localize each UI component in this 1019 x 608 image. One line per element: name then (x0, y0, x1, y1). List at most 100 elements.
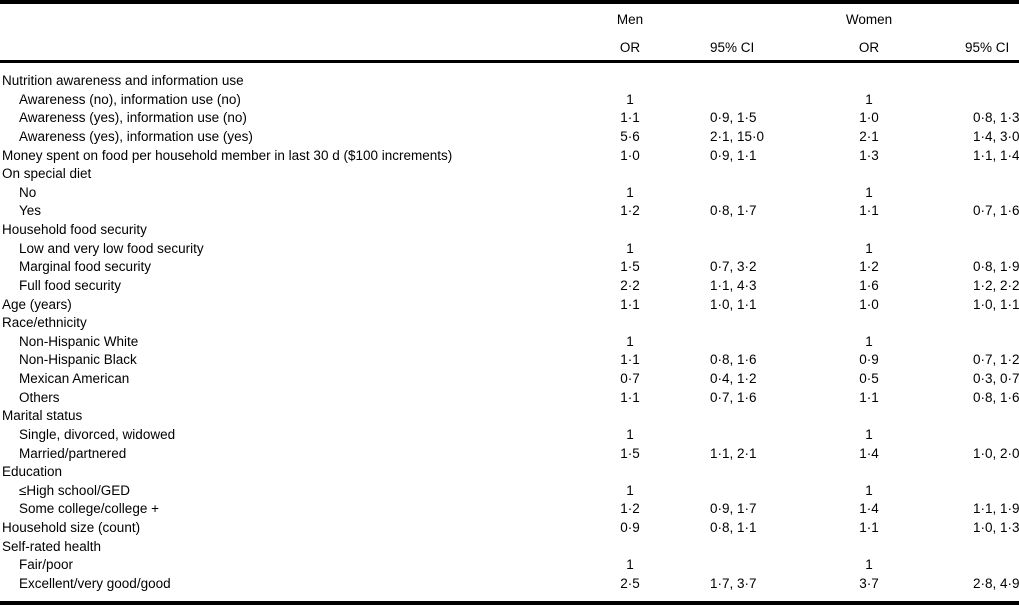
ci-value-women: 0·8, 1·9 (973, 259, 1019, 275)
or-value-men: 1 (626, 91, 634, 107)
table-top-rule (0, 0, 1019, 4)
ci-value-women: 1·2, 2·2 (973, 277, 1019, 293)
row-label: Excellent/very good/good (19, 575, 171, 591)
or-value-women: 1·3 (859, 147, 879, 163)
row-label: Non-Hispanic White (19, 333, 139, 349)
ci-value-men (648, 482, 839, 501)
or-value-women: 1 (865, 482, 873, 498)
or-value-men (612, 72, 648, 91)
ci-value-men (648, 556, 839, 575)
row-label: Low and very low food security (19, 240, 204, 256)
or-value-women: 1 (865, 333, 873, 349)
table-row: Marital status (0, 407, 1019, 426)
or-value-men (612, 165, 648, 184)
ci-value-men: 0·4, 1·2 (710, 371, 757, 386)
or-value-women: 1·0 (859, 110, 879, 126)
or-value-women (839, 72, 899, 91)
table-row: Mexican American 0·7 0·4, 1·2 0·5 0·3, 0… (0, 370, 1019, 389)
ci-value-men: 1·0, 1·1 (710, 296, 757, 312)
row-label: Marital status (2, 408, 83, 424)
table-row: Awareness (yes), information use (no) 1·… (0, 109, 1019, 128)
ci-value-women: 1·4, 3·0 (973, 128, 1019, 144)
ci-value-women: 0·7, 1·6 (973, 203, 1019, 219)
ci-value-women: 1·0, 2·0 (973, 445, 1019, 461)
row-label: Awareness (yes), information use (no) (19, 110, 247, 126)
row-label: Fair/poor (19, 557, 74, 573)
or-value-women: 1·6 (859, 277, 879, 293)
or-value-men: 1·1 (620, 389, 640, 405)
table-group-header-row: Men Women (0, 4, 1019, 34)
or-value-women: 1·1 (859, 389, 879, 405)
ci-value-women (899, 91, 1019, 110)
or-value-women: 0·9 (859, 352, 879, 368)
or-value-men: 0·7 (620, 371, 640, 386)
ci-value-men (648, 91, 839, 110)
ci-value-men: 0·8, 1·1 (710, 520, 757, 535)
ci-value-women (899, 538, 1019, 557)
col-group-men: Men (616, 11, 644, 27)
table-body: Nutrition awareness and information use … (0, 72, 1019, 594)
row-label: Single, divorced, widowed (19, 426, 176, 442)
ci-value-women: 2·8, 4·9 (973, 575, 1019, 591)
col-group-women: Women (845, 11, 893, 27)
ci-value-women (899, 407, 1019, 426)
or-value-women: 3·7 (859, 575, 879, 591)
table-row: Race/ethnicity (0, 314, 1019, 333)
ci-value-women (899, 482, 1019, 501)
ci-value-men (648, 221, 839, 240)
ci-value-men (648, 426, 839, 445)
or-value-men (612, 407, 648, 426)
or-value-men: 1·1 (620, 110, 640, 126)
ci-value-men (648, 314, 839, 333)
ci-value-women: 1·0, 1·1 (973, 296, 1019, 312)
row-label: Marginal food security (19, 259, 152, 275)
ci-value-women (899, 184, 1019, 203)
col-header-ci-women: 95% CI (965, 39, 1010, 55)
ci-value-men: 0·9, 1·1 (710, 147, 757, 163)
ci-value-men (648, 407, 839, 426)
or-value-women: 1 (865, 91, 873, 107)
or-value-men: 1 (626, 240, 634, 256)
ci-value-men (648, 165, 839, 184)
ci-value-women: 1·0, 1·3 (973, 520, 1019, 535)
row-label: Married/partnered (19, 445, 127, 461)
or-value-men: 1·2 (620, 501, 640, 517)
ci-value-women: 0·8, 1·3 (973, 110, 1019, 126)
or-value-men (612, 221, 648, 240)
row-label: Household food security (2, 222, 147, 237)
row-label: Self-rated health (2, 538, 102, 554)
ci-value-women (899, 314, 1019, 333)
row-label: Yes (19, 203, 42, 219)
or-value-women: 1 (865, 184, 873, 200)
table-bottom-rule (0, 600, 1019, 605)
col-header-or-women: OR (858, 39, 880, 55)
ci-value-men: 0·7, 3·2 (710, 259, 757, 275)
ci-value-women (899, 165, 1019, 184)
ci-value-men (648, 333, 839, 352)
ci-value-men: 0·9, 1·7 (710, 501, 757, 517)
table-row: Household size (count) 0·9 0·8, 1·1 1·1 … (0, 519, 1019, 538)
or-value-women: 2·1 (859, 128, 879, 144)
table-row: Marginal food security 1·5 0·7, 3·2 1·2 … (0, 258, 1019, 277)
ci-value-women: 0·8, 1·6 (973, 389, 1019, 405)
table-row: Age (years) 1·1 1·0, 1·1 1·0 1·0, 1·1 (0, 296, 1019, 315)
or-value-men: 1 (626, 333, 634, 349)
or-value-women: 1 (865, 240, 873, 256)
row-label: Others (19, 389, 60, 405)
or-value-women: 1·4 (859, 501, 879, 517)
or-value-women (839, 463, 899, 482)
table-row: On special diet (0, 165, 1019, 184)
row-label: Household size (count) (2, 520, 141, 535)
or-value-men: 2·2 (620, 277, 640, 293)
or-value-women (839, 221, 899, 240)
ci-value-men: 0·8, 1·7 (710, 203, 757, 219)
table-row: Some college/college + 1·2 0·9, 1·7 1·4 … (0, 500, 1019, 519)
table-row: Self-rated health (0, 538, 1019, 557)
or-value-men: 1 (626, 184, 634, 200)
or-value-women (839, 165, 899, 184)
or-value-women: 0·5 (859, 371, 879, 386)
table-row: Low and very low food security 1 1 (0, 240, 1019, 259)
or-value-men: 2·5 (620, 575, 640, 591)
ci-value-men (648, 463, 839, 482)
